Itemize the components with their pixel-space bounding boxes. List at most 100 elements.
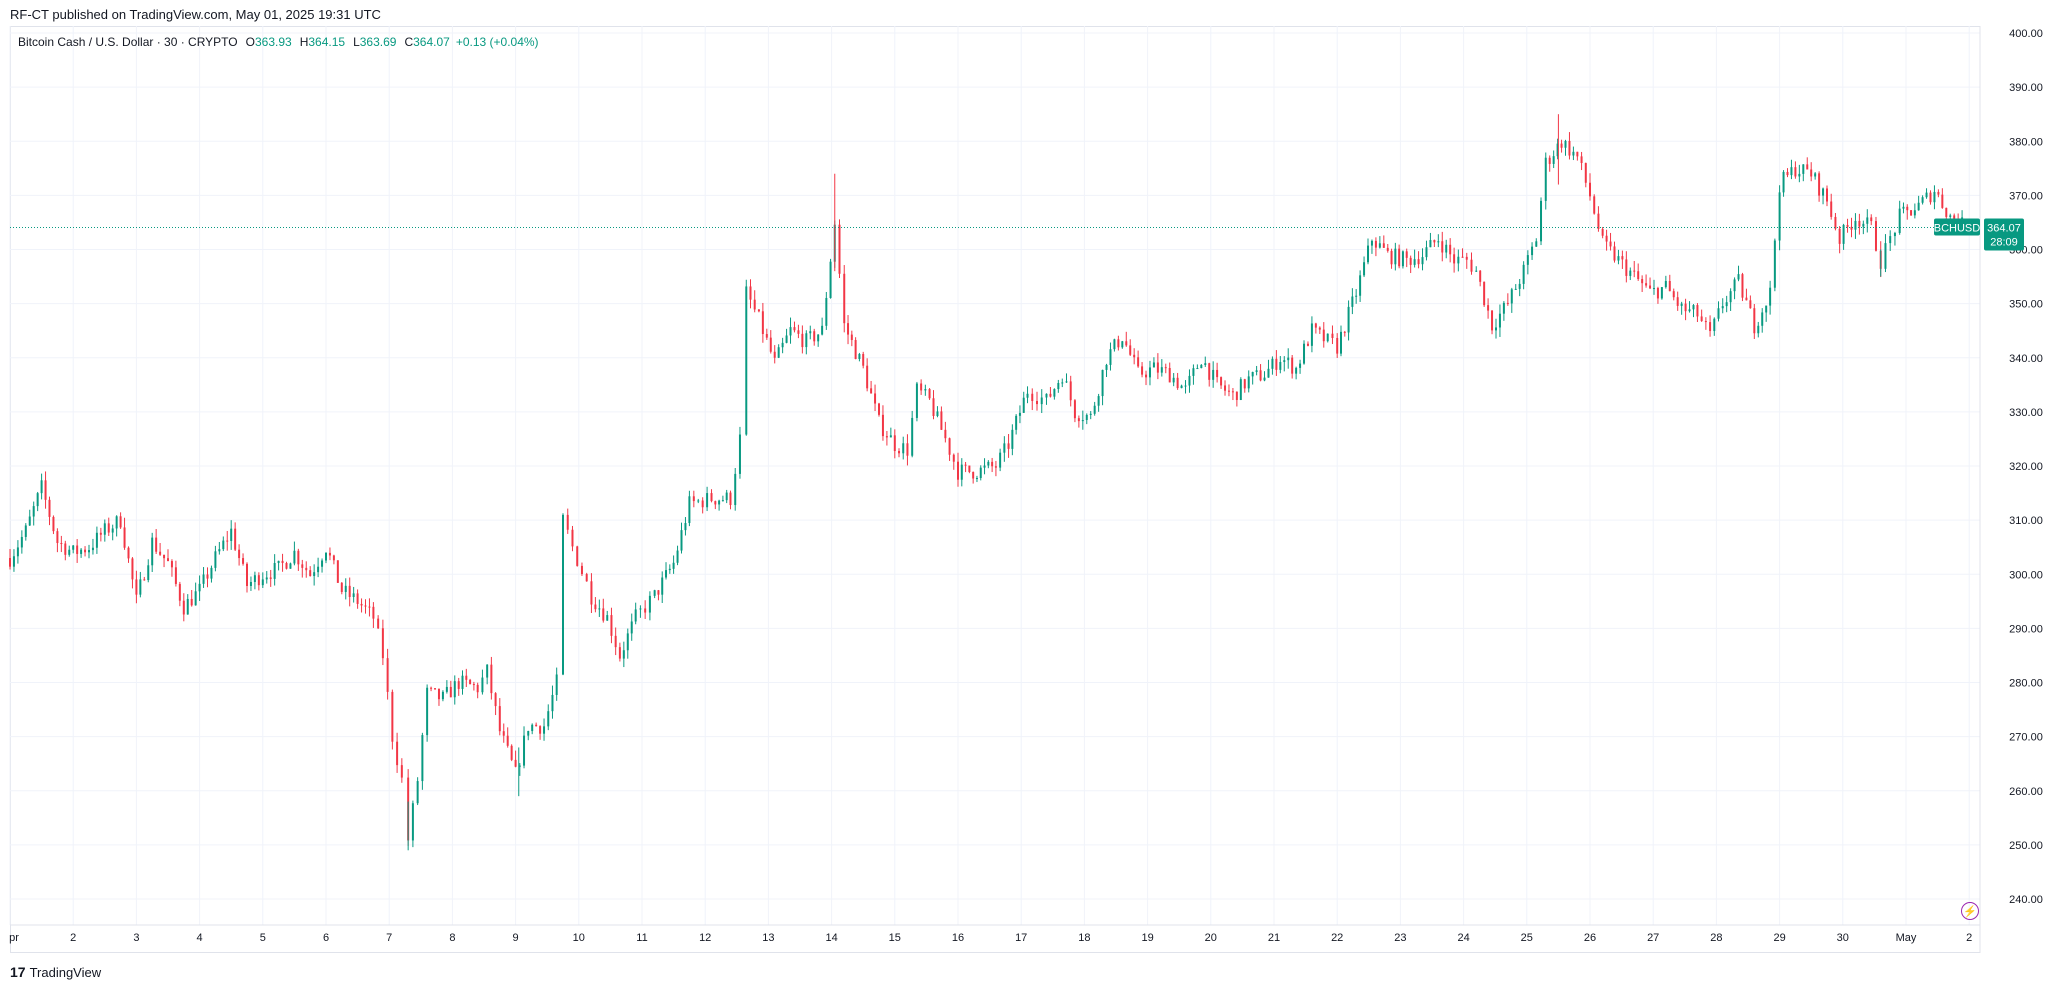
time-axis-label: 20 (1205, 932, 1217, 944)
time-axis-label: 25 (1521, 932, 1533, 944)
footer-branding[interactable]: 17 TradingView (10, 962, 101, 982)
candle-body (1026, 393, 1029, 398)
candle-body (1568, 140, 1571, 156)
candle-body (1617, 256, 1620, 261)
candle-body (218, 549, 221, 552)
candle-body (336, 560, 339, 583)
lightning-icon[interactable]: ⚡ (1961, 902, 1979, 920)
chart-legend: Bitcoin Cash / U.S. Dollar · 30 · CRYPTO… (18, 35, 539, 49)
candle-body (1421, 257, 1424, 265)
candle-body (1672, 291, 1675, 298)
candle-body (481, 677, 484, 693)
candle-body (1053, 389, 1056, 397)
candle-body (340, 582, 343, 592)
candle-body (253, 575, 256, 582)
candle-body (523, 735, 526, 766)
candle-body (1889, 236, 1892, 244)
candle-body (1929, 192, 1932, 203)
candle-body (531, 724, 534, 732)
candle-body (289, 563, 292, 569)
candle-body (590, 581, 593, 605)
candle-body (1745, 297, 1748, 301)
candle-body (1105, 364, 1108, 370)
candle-body (734, 473, 737, 506)
legend-open-value: 363.93 (254, 35, 292, 49)
legend-high-label: H (299, 35, 309, 49)
tradingview-brand: TradingView (29, 964, 102, 980)
candle-body (1231, 391, 1234, 393)
candle-body (1212, 369, 1215, 380)
candle-body (1652, 288, 1655, 290)
candle-body (281, 560, 284, 564)
candle-body (1351, 296, 1354, 307)
candle-body (1633, 270, 1636, 272)
candle-body (222, 540, 225, 550)
candle-body (1224, 385, 1227, 391)
candle-body (562, 514, 564, 675)
candle-body (1077, 418, 1080, 422)
candle-body (1778, 192, 1781, 241)
candle-body (465, 675, 468, 680)
candle-body (115, 516, 118, 529)
candle-body (80, 549, 83, 554)
candle-body (1696, 305, 1699, 317)
candle-body (657, 590, 660, 595)
tradingview-logo-icon: 17 (10, 964, 26, 980)
candle-body (1363, 262, 1366, 276)
candle-body (850, 334, 853, 341)
candle-body (400, 765, 403, 778)
candle-body (1737, 274, 1740, 280)
time-axis-label: 13 (762, 932, 774, 944)
candle-body (847, 323, 850, 335)
candle-body (167, 558, 169, 562)
time-axis-label: 17 (1015, 932, 1027, 944)
candle-body (721, 500, 724, 502)
candle-body (1769, 287, 1772, 306)
candle-body (911, 417, 914, 456)
price-tag (1984, 218, 2024, 251)
candle-body (1378, 243, 1381, 248)
time-axis-label: 16 (952, 932, 964, 944)
candle-body (714, 501, 717, 505)
candle-body (1818, 173, 1821, 196)
candle-body (1656, 288, 1659, 299)
candle-body (1621, 256, 1624, 260)
candle-body (527, 731, 530, 736)
candle-body (1160, 367, 1163, 373)
candle-body (52, 516, 55, 532)
candle-body (789, 327, 792, 336)
candle-body (1560, 143, 1563, 148)
candle-body (672, 562, 675, 569)
candle-body (1073, 400, 1076, 419)
time-axis-label: 10 (573, 932, 585, 944)
candle-body (1267, 368, 1270, 378)
candle-body (249, 581, 252, 586)
candle-body (555, 674, 558, 695)
candle-body (571, 529, 574, 547)
candle-body (1180, 385, 1183, 389)
candle-body (242, 558, 245, 564)
candle-body (28, 516, 31, 526)
candle-body (547, 711, 550, 727)
candle-body (1031, 393, 1034, 402)
candle-body (386, 658, 389, 692)
published-caption: RF-CT published on TradingView.com, May … (10, 7, 381, 22)
legend-low-label: L (353, 35, 360, 49)
candle-body (514, 759, 517, 767)
candle-body (1834, 216, 1837, 229)
candle-body (64, 543, 67, 555)
candle-body (1933, 191, 1936, 203)
candle-body (453, 681, 456, 698)
candle-body (994, 466, 997, 468)
legend-high-value: 364.15 (308, 35, 346, 49)
candle-body (1220, 377, 1223, 386)
candle-body (1765, 305, 1768, 313)
candle-body (1386, 247, 1389, 251)
candle-body (325, 552, 327, 561)
candle-body (805, 333, 808, 348)
candle-body (1806, 164, 1809, 170)
candle-body (1310, 323, 1313, 346)
candle-body (1491, 310, 1494, 331)
candle-body (1502, 302, 1505, 314)
